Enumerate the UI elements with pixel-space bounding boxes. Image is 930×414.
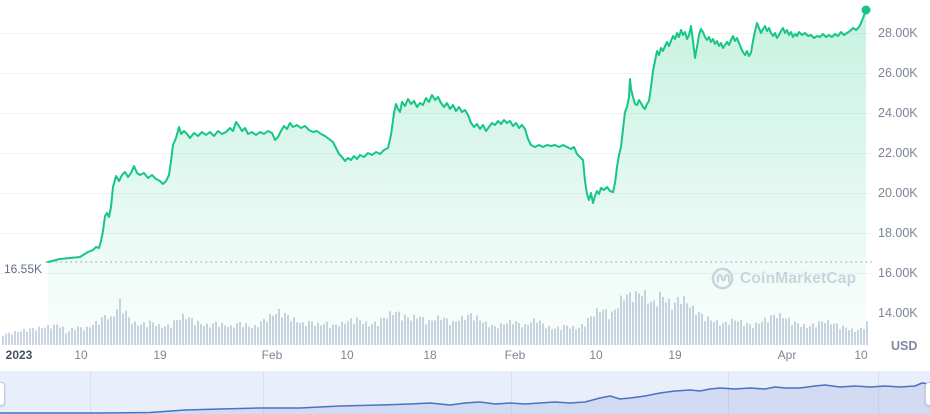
x-axis-tick: 18 bbox=[423, 348, 437, 362]
x-axis-tick: 10 bbox=[74, 348, 88, 362]
currency-unit-label: USD bbox=[891, 339, 918, 353]
range-selector-brush[interactable]: B 比推 bitpush.news bbox=[0, 371, 930, 414]
y-axis-label: 14.00K bbox=[878, 306, 918, 320]
current-price-badge: 29.15K bbox=[880, 8, 922, 22]
coinmarketcap-logo-icon bbox=[711, 267, 734, 290]
x-axis-tick: Apr bbox=[777, 348, 797, 362]
x-axis-tick: 19 bbox=[668, 348, 682, 362]
brush-right-handle[interactable] bbox=[925, 382, 930, 406]
x-axis-tick: 10 bbox=[854, 348, 868, 362]
x-axis-tick: 2023 bbox=[5, 348, 33, 362]
start-price-label: 16.55K bbox=[4, 262, 43, 276]
coinmarketcap-watermark: CoinMarketCap bbox=[711, 267, 856, 290]
y-axis-label: 16.00K bbox=[878, 266, 918, 280]
x-axis-tick: 10 bbox=[340, 348, 354, 362]
coinmarketcap-watermark-text: CoinMarketCap bbox=[740, 269, 857, 287]
y-axis-label: 20.00K bbox=[878, 186, 918, 200]
y-axis-label: 22.00K bbox=[878, 146, 918, 160]
y-axis-label: 28.00K bbox=[878, 26, 918, 40]
x-axis-tick: Feb bbox=[261, 348, 283, 362]
brush-mini-chart[interactable] bbox=[0, 371, 930, 414]
x-axis-tick: 10 bbox=[589, 348, 603, 362]
x-axis-tick: 19 bbox=[153, 348, 167, 362]
brush-left-handle[interactable] bbox=[0, 382, 5, 406]
price-chart-plot-area[interactable] bbox=[0, 0, 872, 345]
y-axis-label: 24.00K bbox=[878, 106, 918, 120]
x-axis-tick: Feb bbox=[504, 348, 526, 362]
y-axis-label: 26.00K bbox=[878, 66, 918, 80]
y-axis-label: 18.00K bbox=[878, 226, 918, 240]
